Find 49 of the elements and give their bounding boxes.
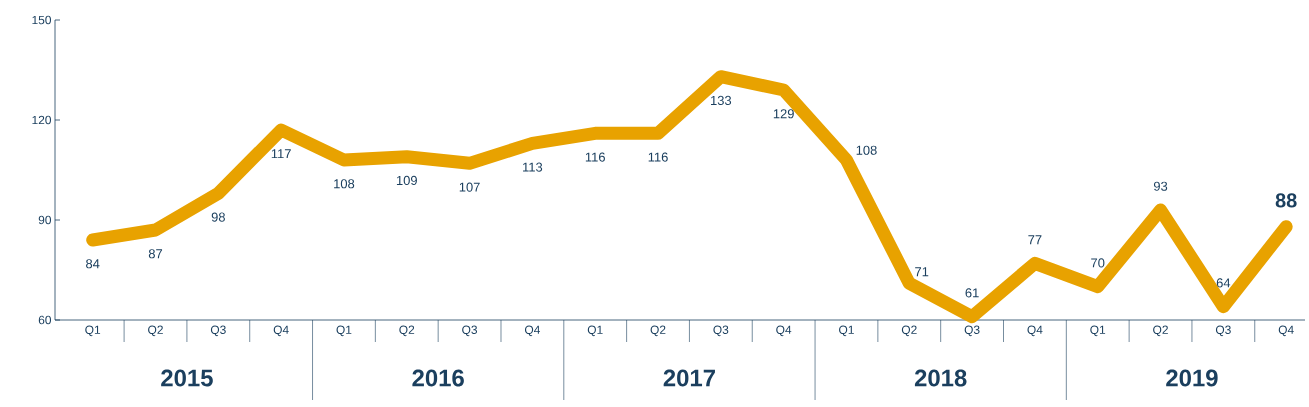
x-tick-label: Q3 [462, 325, 478, 337]
x-tick-label: Q1 [587, 325, 603, 337]
x-tick-label: Q4 [776, 325, 792, 337]
x-tick-label: Q1 [839, 325, 854, 337]
data-label: 116 [648, 152, 668, 162]
x-tick-label: Q2 [399, 325, 415, 337]
data-label: 64 [1216, 278, 1231, 288]
text: 2019 [1166, 369, 1218, 387]
y-tick-label: 90 [38, 215, 52, 225]
data-label: 84 [86, 259, 100, 269]
x-tick-label: Q4 [524, 325, 541, 337]
data-label: 71 [915, 267, 929, 277]
data-label: 113 [523, 162, 543, 172]
x-tick-label: Q4 [1027, 325, 1043, 337]
text: 2018 [914, 369, 967, 387]
text: 2017 [663, 369, 715, 387]
x-tick-label: Q1 [336, 325, 352, 337]
data-label: 107 [459, 182, 480, 192]
x-tick-label: Q3 [964, 325, 980, 337]
data-label: 70 [1091, 258, 1105, 268]
x-tick-label: Q1 [85, 325, 101, 337]
x-tick-label: Q2 [650, 325, 666, 337]
x-tick-label: Q3 [1215, 325, 1231, 337]
data-label: 129 [773, 109, 794, 119]
y-tick-label: 150 [32, 15, 52, 25]
x-tick-label: Q2 [901, 325, 917, 337]
y-tick-label: 120 [32, 115, 52, 125]
text: 2016 [412, 369, 464, 387]
x-tick-label: Q3 [713, 325, 729, 337]
x-tick-label: Q1 [1090, 325, 1106, 337]
data-label: 98 [211, 212, 225, 222]
data-label: 87 [148, 249, 163, 259]
x-tick-label: Q2 [1153, 325, 1168, 337]
x-tick-label: Q3 [210, 325, 226, 337]
data-label: 133 [711, 95, 732, 106]
data-label: 88 [1275, 193, 1297, 208]
data-label: 109 [396, 175, 417, 186]
y-tick-label: 60 [38, 315, 52, 325]
data-label: 116 [585, 152, 605, 162]
text: 2015 [161, 369, 213, 387]
x-tick-label: Q4 [1278, 325, 1294, 337]
data-label: 61 [965, 288, 979, 298]
data-label: 108 [856, 145, 877, 155]
data-label: 77 [1028, 235, 1042, 245]
x-tick-label: Q2 [148, 325, 163, 337]
data-label: 108 [334, 179, 355, 189]
data-label: 93 [1153, 181, 1168, 191]
x-tick-label: Q4 [273, 325, 289, 337]
data-label: 117 [271, 149, 291, 159]
